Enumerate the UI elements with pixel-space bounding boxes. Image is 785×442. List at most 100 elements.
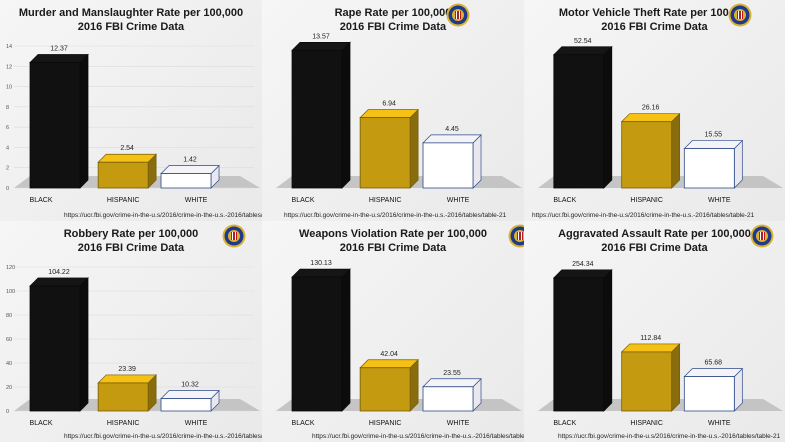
- chart-panel: Aggravated Assault Rate per 100,000 2016 …: [524, 221, 785, 442]
- chart-panel: Murder and Manslaughter Rate per 100,000…: [0, 0, 262, 221]
- y-tick-label: 120: [6, 265, 15, 271]
- chart-panel: Rape Rate per 100,000 2016 FBI Crime Data…: [262, 0, 524, 221]
- chart-title: Motor Vehicle Theft Rate per 100,000 2016…: [524, 6, 785, 34]
- y-tick-label: 6: [6, 125, 9, 131]
- x-category-label: WHITE: [185, 197, 208, 204]
- bar-chart-plot: 0 2 4 6 8 10 12 14 12.37 BLACK 2.54 HISPANIC 1.42 WHI…: [6, 44, 260, 204]
- y-tick-label: 0: [6, 409, 9, 415]
- y-tick-label: 4: [6, 145, 9, 151]
- fbi-seal-icon: [750, 224, 774, 248]
- data-label: 23.39: [118, 366, 136, 373]
- y-tick-label: 0: [6, 186, 9, 192]
- data-label: 4.45: [445, 126, 459, 133]
- data-label: 65.68: [705, 360, 723, 367]
- y-tick-label: 20: [6, 385, 12, 391]
- chart-subtitle: 2016 FBI Crime Data: [339, 242, 447, 254]
- x-category-label: BLACK: [553, 197, 576, 204]
- data-label: 26.16: [642, 105, 660, 112]
- bar-black: [29, 277, 89, 412]
- y-tick-label: 60: [6, 337, 12, 343]
- chart-title-line: Rape Rate per 100,000: [334, 7, 452, 19]
- chart-title-line: Aggravated Assault Rate per 100,000: [558, 228, 751, 240]
- source-url: https://ucr.fbi.gov/crime-in-the-u.s/201…: [532, 212, 755, 219]
- source-url: https://ucr.fbi.gov/crime-in-the-u.s/201…: [284, 212, 507, 219]
- data-label: 13.57: [312, 33, 330, 40]
- x-category-label: HISPANIC: [107, 420, 140, 427]
- data-label: 1.42: [183, 157, 197, 164]
- chart-subtitle: 2016 FBI Crime Data: [77, 21, 185, 33]
- data-label: 15.55: [705, 132, 723, 139]
- fbi-seal-icon: [222, 224, 246, 248]
- bar-chart-plot: 0 20 40 60 80 100 120 104.22 BLACK 23.39 HISPANIC 1…: [6, 265, 260, 427]
- source-url: https://ucr.fbi.gov/crime-in-the-u.s/201…: [64, 212, 262, 219]
- data-label: 12.37: [50, 46, 68, 53]
- x-category-label: WHITE: [447, 197, 470, 204]
- data-label: 52.54: [574, 38, 592, 45]
- source-url: https://ucr.fbi.gov/crime-in-the-u.s/201…: [64, 433, 262, 440]
- source-url: https://ucr.fbi.gov/crime-in-the-u.s/201…: [558, 433, 781, 440]
- x-category-label: HISPANIC: [369, 197, 402, 204]
- data-label: 130.13: [310, 260, 332, 267]
- bar-hispanic: [359, 358, 419, 412]
- bar-black: [291, 268, 351, 412]
- fbi-seal-icon: [508, 224, 524, 248]
- data-label: 104.22: [48, 269, 70, 276]
- bar-white: [683, 367, 744, 412]
- bar-white: [160, 389, 220, 412]
- bar-hispanic: [620, 343, 681, 412]
- fbi-seal-icon: [446, 3, 470, 27]
- bar-chart-plot: 130.13 BLACK 42.04 HISPANIC 23.55 WHITE: [276, 260, 522, 427]
- chart-subtitle: 2016 FBI Crime Data: [339, 21, 447, 33]
- bar-hispanic: [359, 108, 419, 189]
- bar-black: [552, 268, 613, 412]
- x-category-label: WHITE: [447, 420, 470, 427]
- x-category-label: WHITE: [708, 420, 731, 427]
- data-label: 23.55: [443, 370, 461, 377]
- chart-title-line: Robbery Rate per 100,000: [63, 228, 199, 240]
- bar-black: [291, 41, 351, 189]
- bar-chart-plot: 254.34 BLACK 112.84 HISPANIC 65.68 WHITE: [538, 261, 783, 427]
- chart-subtitle: 2016 FBI Crime Data: [601, 242, 708, 254]
- y-tick-label: 100: [6, 289, 15, 295]
- data-label: 42.04: [380, 351, 398, 358]
- y-tick-label: 10: [6, 85, 12, 91]
- x-category-label: HISPANIC: [107, 197, 140, 204]
- chart-title-line: Murder and Manslaughter Rate per 100,000: [18, 7, 244, 19]
- data-label: 10.32: [181, 382, 199, 389]
- x-category-label: BLACK: [30, 197, 53, 204]
- bar-black: [552, 45, 613, 189]
- chart-title: Aggravated Assault Rate per 100,000 2016 …: [524, 227, 785, 255]
- x-category-label: HISPANIC: [630, 420, 663, 427]
- chart-subtitle: 2016 FBI Crime Data: [601, 21, 708, 33]
- bar-hispanic: [620, 112, 681, 189]
- bar-hispanic: [97, 374, 157, 412]
- x-category-label: WHITE: [708, 197, 731, 204]
- x-category-label: BLACK: [30, 420, 53, 427]
- chart-title: Murder and Manslaughter Rate per 100,000…: [0, 6, 262, 34]
- fbi-seal-icon: [728, 3, 752, 27]
- x-category-label: BLACK: [553, 420, 576, 427]
- chart-title-line: Weapons Violation Rate per 100,000: [299, 228, 487, 240]
- chart-panel: Motor Vehicle Theft Rate per 100,000 2016…: [524, 0, 785, 221]
- x-category-label: BLACK: [292, 197, 315, 204]
- data-label: 6.94: [382, 101, 396, 108]
- y-tick-label: 2: [6, 166, 9, 172]
- y-tick-label: 8: [6, 105, 9, 111]
- chart-panel: Weapons Violation Rate per 100,000 2016 F…: [262, 221, 524, 442]
- x-category-label: HISPANIC: [630, 197, 663, 204]
- y-tick-label: 40: [6, 361, 12, 367]
- y-tick-label: 12: [6, 64, 12, 70]
- bar-white: [160, 164, 220, 189]
- data-label: 112.84: [640, 335, 661, 342]
- chart-panel: Robbery Rate per 100,000 2016 FBI Crime D…: [0, 221, 262, 442]
- bar-chart-plot: 52.54 BLACK 26.16 HISPANIC 15.55 WHITE: [538, 38, 783, 204]
- bar-white: [422, 134, 482, 189]
- x-category-label: BLACK: [292, 420, 315, 427]
- source-url: https://ucr.fbi.gov/crime-in-the-u.s/201…: [312, 433, 524, 440]
- chart-subtitle: 2016 FBI Crime Data: [77, 242, 185, 254]
- data-label: 254.34: [572, 261, 594, 268]
- chart-title-line: Motor Vehicle Theft Rate per 100,000: [558, 7, 751, 19]
- chart-title: Robbery Rate per 100,000 2016 FBI Crime D…: [0, 227, 262, 255]
- x-category-label: WHITE: [185, 420, 208, 427]
